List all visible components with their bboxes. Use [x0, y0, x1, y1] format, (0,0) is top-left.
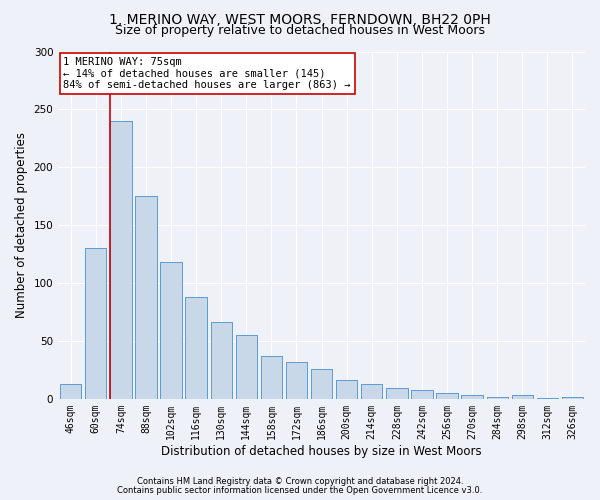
- Bar: [110, 121, 131, 399]
- Bar: [286, 362, 307, 399]
- Bar: [487, 396, 508, 399]
- Bar: [60, 384, 82, 399]
- Bar: [136, 196, 157, 399]
- Bar: [311, 368, 332, 399]
- Bar: [85, 248, 106, 399]
- Bar: [211, 322, 232, 399]
- Bar: [185, 297, 207, 399]
- Bar: [411, 390, 433, 399]
- Bar: [386, 388, 407, 399]
- Bar: [236, 335, 257, 399]
- Y-axis label: Number of detached properties: Number of detached properties: [15, 132, 28, 318]
- Bar: [160, 262, 182, 399]
- Bar: [336, 380, 358, 399]
- Text: 1, MERINO WAY, WEST MOORS, FERNDOWN, BH22 0PH: 1, MERINO WAY, WEST MOORS, FERNDOWN, BH2…: [109, 12, 491, 26]
- X-axis label: Distribution of detached houses by size in West Moors: Distribution of detached houses by size …: [161, 444, 482, 458]
- Bar: [461, 396, 483, 399]
- Text: Contains HM Land Registry data © Crown copyright and database right 2024.: Contains HM Land Registry data © Crown c…: [137, 477, 463, 486]
- Bar: [361, 384, 382, 399]
- Bar: [436, 393, 458, 399]
- Bar: [537, 398, 558, 399]
- Text: 1 MERINO WAY: 75sqm
← 14% of detached houses are smaller (145)
84% of semi-detac: 1 MERINO WAY: 75sqm ← 14% of detached ho…: [64, 56, 351, 90]
- Text: Size of property relative to detached houses in West Moors: Size of property relative to detached ho…: [115, 24, 485, 37]
- Text: Contains public sector information licensed under the Open Government Licence v3: Contains public sector information licen…: [118, 486, 482, 495]
- Bar: [261, 356, 282, 399]
- Bar: [512, 396, 533, 399]
- Bar: [562, 396, 583, 399]
